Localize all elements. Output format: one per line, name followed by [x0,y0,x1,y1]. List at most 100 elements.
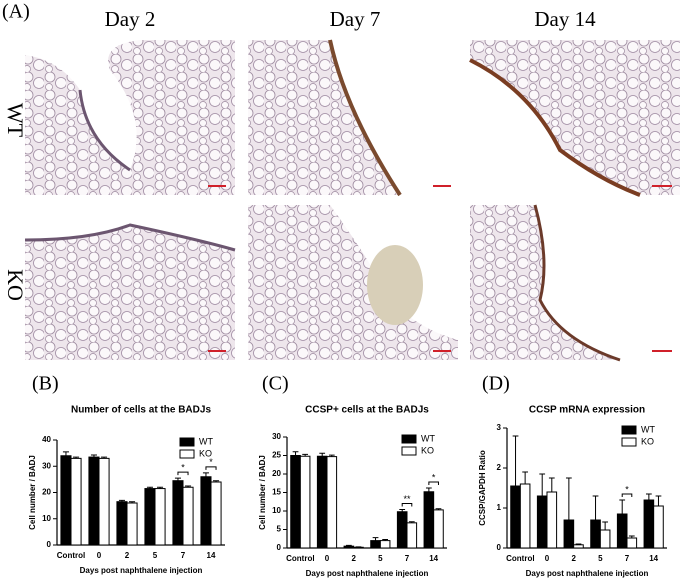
significance-label: * [209,457,213,467]
bar [510,485,521,549]
x-tick-label: 2 [125,551,130,560]
row-header: WT [3,103,28,138]
bar [519,483,531,549]
y-tick-label: 10 [42,514,51,523]
legend-swatch [401,434,417,444]
x-tick-label: Control [57,551,85,560]
error-bar [602,521,609,530]
error-bar [302,453,309,457]
error-bar [539,473,546,496]
bar [316,455,328,549]
legend-swatch [621,437,637,447]
bar [563,519,575,549]
bar [643,499,655,549]
significance-label: * [625,484,629,494]
micrographs [24,39,680,362]
y-tick-label: 0 [47,540,52,549]
y-tick-label: 1 [497,503,502,512]
x-tick-label: 5 [598,554,603,563]
column-header: Day 7 [330,7,381,31]
error-bar [185,485,192,488]
bar [290,455,301,549]
error-bar [118,499,125,502]
significance-bracket [177,471,189,476]
error-bar [174,477,181,481]
micrograph [248,39,458,197]
x-tick-label: 7 [625,554,630,563]
y-tick-label: 15 [272,488,281,497]
y-tick-label: 30 [42,461,51,470]
error-bar [592,495,599,520]
legend-label: WT [641,424,655,434]
bar [536,495,548,549]
x-axis-label: Days post naphthalene injection [80,566,203,575]
bar [98,457,110,546]
x-tick-label: Control [506,554,534,563]
error-bar [619,499,626,514]
x-tick-label: 2 [351,554,356,563]
error-bar [399,509,406,512]
micrograph [470,204,680,362]
error-bar [213,480,220,482]
significance-bracket [428,481,439,486]
bar [653,505,664,549]
bar [406,522,418,549]
legend-swatch [621,425,637,435]
error-bar [548,477,555,492]
micrograph [24,205,236,360]
bar [144,488,156,546]
bar [70,457,82,546]
significance-label: * [432,472,436,482]
chart-title: CCSP+ cells at the BADJs [305,405,429,416]
legend-swatch [179,437,195,447]
x-tick-label: Control [286,554,314,563]
error-bar [575,543,582,545]
bar [126,502,138,546]
error-bar [522,471,529,484]
bar [423,491,435,549]
legend-label: KO [641,436,654,446]
error-bar [425,487,432,492]
bar [343,545,355,549]
error-bar [565,477,572,520]
error-bar [408,521,415,523]
legend-swatch [179,449,195,459]
y-axis-label: Cell number / BADJ [28,455,37,530]
micrograph [25,40,235,195]
error-bar [645,493,652,500]
x-tick-label: 7 [181,551,186,560]
error-bar [157,486,164,489]
y-tick-label: 25 [272,451,281,460]
bar [433,509,444,549]
chart-title: CCSP mRNA expression [529,405,645,416]
bar [573,544,584,549]
panel-label: (B) [32,373,59,395]
micrograph [469,40,680,197]
error-bar [372,537,379,541]
x-tick-label: 14 [207,551,216,560]
significance-bracket [621,493,633,497]
y-axis-label: Cell number / BADJ [258,455,267,530]
row-header: KO [3,269,28,301]
error-bar [90,454,97,458]
bar [616,513,628,549]
bar [546,491,558,549]
panel-label: (C) [262,373,289,395]
x-axis-label: Days post naphthalene injection [306,569,429,578]
error-bar [328,454,335,457]
x-tick-label: 0 [325,554,330,563]
x-tick-label: 2 [571,554,576,563]
bar [626,537,638,549]
bar [590,519,601,549]
bar [60,455,72,546]
error-bar [101,456,108,459]
bar [299,455,311,549]
error-bar [628,535,635,538]
significance-bracket [205,466,217,470]
y-tick-label: 3 [497,423,502,432]
error-bar [62,451,69,456]
panel-label: (D) [482,373,510,395]
column-header: Day 14 [534,7,596,31]
x-tick-label: 14 [649,554,658,563]
